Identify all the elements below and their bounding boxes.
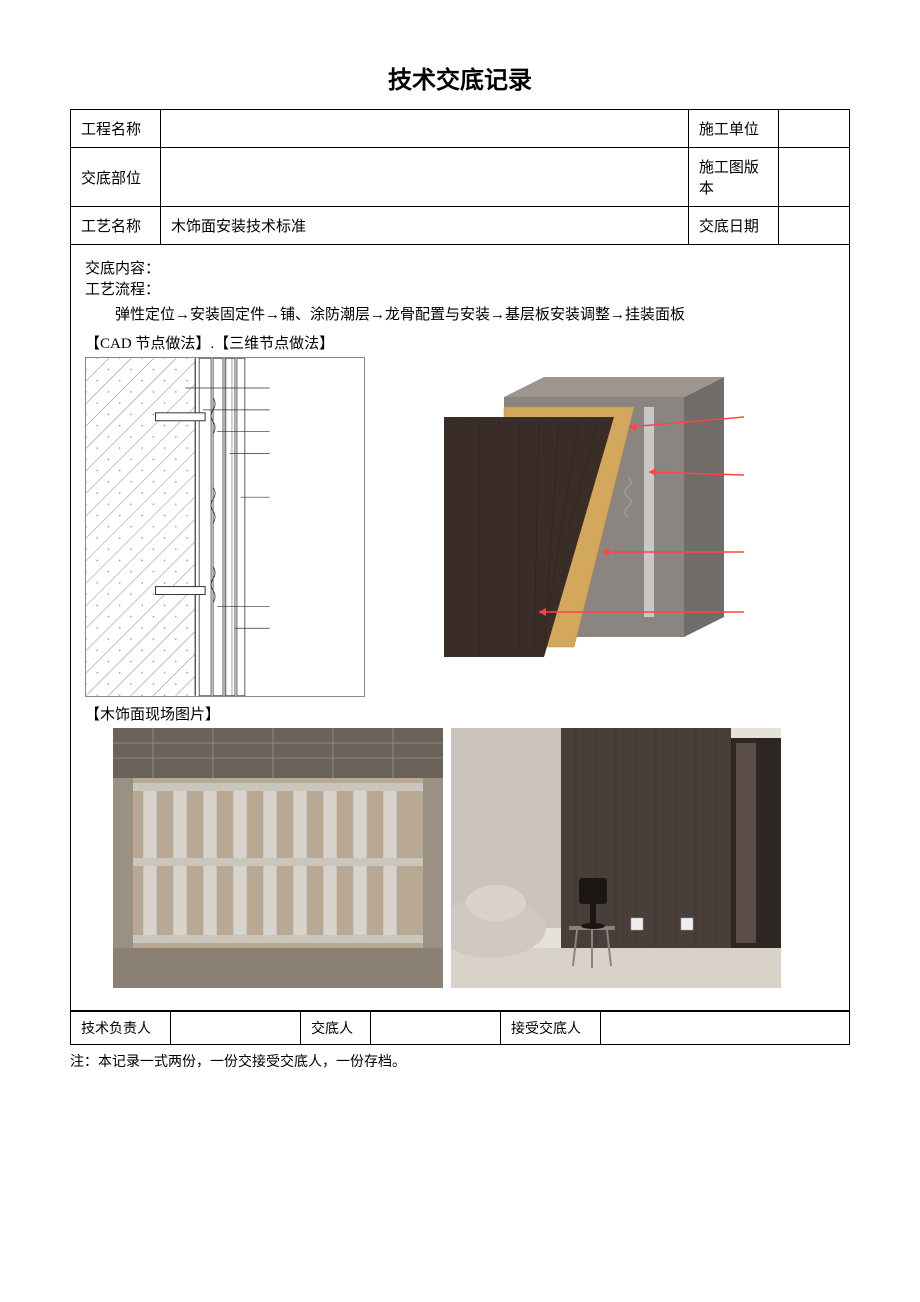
date-label: 交底日期 xyxy=(688,207,778,245)
cad-title: 【CAD 节点做法】.【三维节点做法】 xyxy=(85,332,835,353)
site-photo-finished xyxy=(451,728,781,988)
cad-diagram xyxy=(85,357,365,697)
cad-svg xyxy=(86,358,364,696)
part-value xyxy=(161,148,689,207)
process-value: 木饰面安装技术标准 xyxy=(161,207,689,245)
project-name-label: 工程名称 xyxy=(71,110,161,148)
flow-header: 工艺流程： xyxy=(85,278,835,299)
discloser-value xyxy=(371,1012,501,1045)
photo-title: 【木饰面现场图片】 xyxy=(85,703,835,724)
process-label: 工艺名称 xyxy=(71,207,161,245)
discloser-label: 交底人 xyxy=(301,1012,371,1045)
drawing-ver-label: 施工图版本 xyxy=(688,148,778,207)
three-d-diagram xyxy=(373,357,835,697)
tech-lead-label: 技术负责人 xyxy=(71,1012,171,1045)
tech-lead-value xyxy=(171,1012,301,1045)
content-cell: 交底内容： 工艺流程： 弹性定位→安装固定件→铺、涂防潮层→龙骨配置与安装→基层… xyxy=(71,245,850,1011)
construct-unit-value xyxy=(778,110,849,148)
receiver-value xyxy=(601,1012,850,1045)
drawing-ver-value xyxy=(778,148,849,207)
date-value xyxy=(778,207,849,245)
construct-unit-label: 施工单位 xyxy=(688,110,778,148)
header-table: 工程名称 施工单位 交底部位 施工图版本 工艺名称 木饰面安装技术标准 交底日期… xyxy=(70,109,850,1011)
page-title: 技术交底记录 xyxy=(70,60,850,95)
receiver-label: 接受交底人 xyxy=(501,1012,601,1045)
three-d-svg xyxy=(373,357,835,697)
site-photo-construction xyxy=(113,728,443,988)
signature-table: 技术负责人 交底人 接受交底人 xyxy=(70,1011,850,1045)
content-header: 交底内容： xyxy=(85,257,835,278)
part-label: 交底部位 xyxy=(71,148,161,207)
footer-note: 注：本记录一式两份，一份交接受交底人，一份存档。 xyxy=(70,1051,850,1071)
project-name-value xyxy=(161,110,689,148)
flow-text: 弹性定位→安装固定件→铺、涂防潮层→龙骨配置与安装→基层板安装调整→挂装面板 xyxy=(85,303,835,324)
